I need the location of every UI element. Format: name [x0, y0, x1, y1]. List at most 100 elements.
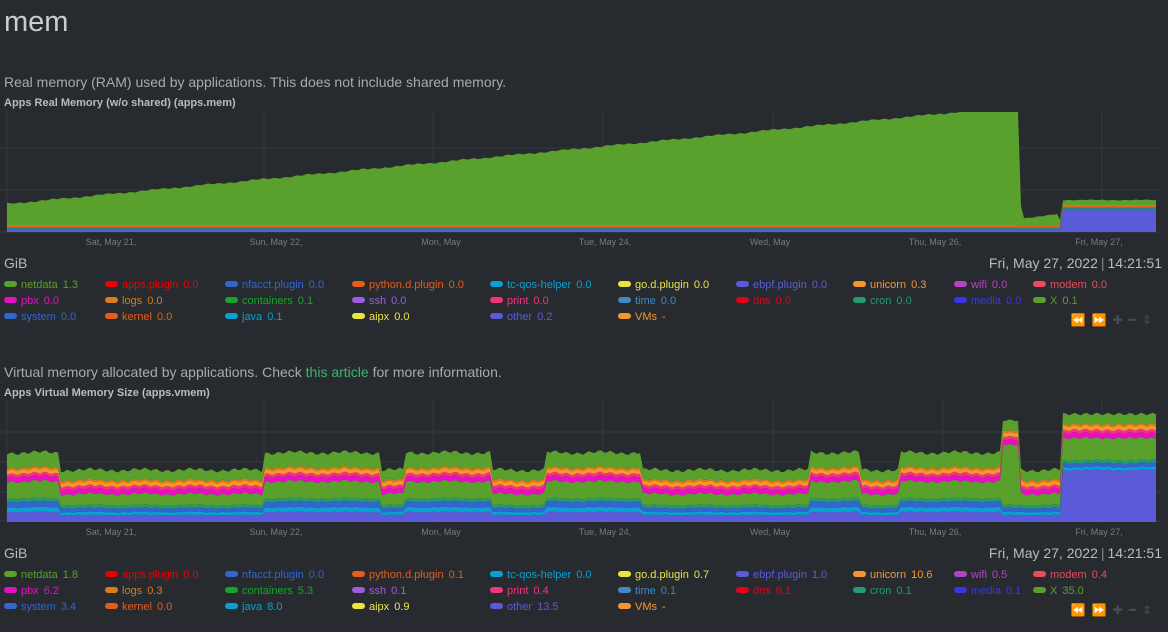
zoom-out-icon[interactable]: ━ [1128, 313, 1142, 327]
vmem-legend-item-wifi[interactable]: wifi 0.5 [954, 569, 1007, 581]
vmem-chart[interactable]: Sat, May 21, Sun, May 22, Mon, May Tue, … [0, 400, 1168, 538]
section-title: mem [4, 6, 69, 38]
ram-legend-item-ssh[interactable]: ssh 0.0 [352, 295, 406, 307]
legend-color-swatch [225, 313, 238, 319]
legend-color-swatch [618, 281, 631, 287]
ram-legend-item-apps-plugin[interactable]: apps.plugin 0.0 [105, 279, 199, 291]
zoom-in-icon[interactable]: ✚ [1112, 603, 1129, 617]
legend-name: pbx [21, 585, 39, 597]
vmem-legend-item-ssh[interactable]: ssh 0.1 [352, 585, 406, 597]
ram-legend-item-other[interactable]: other 0.2 [490, 311, 552, 323]
legend-color-swatch [352, 297, 365, 303]
ram-legend-item-media[interactable]: media 0.0 [954, 295, 1021, 307]
ram-legend-item-system[interactable]: system 0.0 [4, 311, 76, 323]
vmem-legend-item-nfacct-plugin[interactable]: nfacct.plugin 0.0 [225, 569, 324, 581]
vmem-legend-item-apps-plugin[interactable]: apps.plugin 0.0 [105, 569, 199, 581]
legend-color-swatch [954, 281, 967, 287]
vmem-legend-item-logs[interactable]: logs 0.3 [105, 585, 162, 597]
ram-legend-item-java[interactable]: java 0.1 [225, 311, 282, 323]
ram-legend-item-go-d-plugin[interactable]: go.d.plugin 0.0 [618, 279, 709, 291]
ram-legend-item-dns[interactable]: dns 0.0 [736, 295, 791, 307]
vmem-legend-item-vms[interactable]: VMs - [618, 601, 666, 613]
ram-legend-item-modem[interactable]: modem 0.0 [1033, 279, 1107, 291]
ram-legend-item-aipx[interactable]: aipx 0.0 [352, 311, 409, 323]
ram-legend-item-unicorn[interactable]: unicorn 0.3 [853, 279, 926, 291]
vmem-legend-item-ebpf-plugin[interactable]: ebpf.plugin 1.0 [736, 569, 827, 581]
legend-color-swatch [4, 603, 17, 609]
vmem-legend-item-python-d-plugin[interactable]: python.d.plugin 0.1 [352, 569, 464, 581]
ram-legend-item-vms[interactable]: VMs - [618, 311, 666, 323]
vmem-legend-item-tc-qos-helper[interactable]: tc-qos-helper 0.0 [490, 569, 592, 581]
zoom-in-icon[interactable]: ✚ [1112, 313, 1129, 327]
ram-timestamp: Fri, May 27, 2022 | 14:21:51 [988, 255, 1162, 271]
ram-legend-item-x[interactable]: X 0.1 [1033, 295, 1078, 307]
legend-color-swatch [105, 603, 118, 609]
ram-legend-item-containers[interactable]: containers 0.1 [225, 295, 313, 307]
vmem-area-system [7, 461, 1156, 513]
ram-legend-item-nfacct-plugin[interactable]: nfacct.plugin 0.0 [225, 279, 324, 291]
legend-name: apps.plugin [122, 279, 179, 291]
zoom-out-icon[interactable]: ━ [1128, 603, 1142, 617]
ram-legend-item-netdata[interactable]: netdata 1.3 [4, 279, 78, 291]
legend-color-swatch [105, 313, 118, 319]
legend-name: system [21, 601, 56, 613]
rewind-icon[interactable]: ⏪ [1070, 603, 1092, 617]
legend-value: 0.1 [896, 585, 912, 597]
vmem-legend-item-java[interactable]: java 8.0 [225, 601, 282, 613]
vmem-xtick: Mon, May [421, 527, 461, 537]
ram-legend-item-pbx[interactable]: pbx 0.0 [4, 295, 59, 307]
ram-legend-item-logs[interactable]: logs 0.0 [105, 295, 162, 307]
legend-color-swatch [490, 603, 503, 609]
vmem-legend-item-dns[interactable]: dns 0.1 [736, 585, 791, 597]
legend-color-swatch [352, 603, 365, 609]
legend-value: 0.0 [576, 279, 592, 291]
vmem-legend-item-netdata[interactable]: netdata 1.8 [4, 569, 78, 581]
ram-xtick: Mon, May [421, 237, 461, 247]
article-link[interactable]: this article [305, 364, 369, 380]
legend-name: VMs [635, 601, 657, 613]
legend-value: 0.4 [533, 585, 549, 597]
vmem-legend-item-unicorn[interactable]: unicorn 10.6 [853, 569, 933, 581]
vmem-legend-item-time[interactable]: time 0.1 [618, 585, 676, 597]
legend-name: VMs [635, 311, 657, 323]
legend-color-swatch [853, 587, 866, 593]
resize-icon[interactable]: ⇕ [1141, 313, 1158, 327]
legend-name: other [507, 311, 533, 323]
legend-name: go.d.plugin [635, 569, 689, 581]
ram-legend-item-tc-qos-helper[interactable]: tc-qos-helper 0.0 [490, 279, 592, 291]
fast-forward-icon[interactable]: ⏩ [1091, 313, 1113, 327]
legend-value: 0.0 [183, 569, 199, 581]
vmem-xtick: Fri, May 27, [1075, 527, 1123, 537]
ram-legend-item-ebpf-plugin[interactable]: ebpf.plugin 0.0 [736, 279, 827, 291]
ram-chart[interactable]: Sat, May 21, Sun, May 22, Mon, May Tue, … [0, 110, 1168, 248]
legend-color-swatch [105, 281, 118, 287]
vmem-legend-item-go-d-plugin[interactable]: go.d.plugin 0.7 [618, 569, 709, 581]
vmem-legend-item-containers[interactable]: containers 5.3 [225, 585, 313, 597]
legend-name: java [242, 601, 263, 613]
vmem-legend-item-aipx[interactable]: aipx 0.9 [352, 601, 409, 613]
vmem-legend-item-kernel[interactable]: kernel 0.0 [105, 601, 172, 613]
ram-legend-item-python-d-plugin[interactable]: python.d.plugin 0.0 [352, 279, 464, 291]
ram-legend-item-print[interactable]: print 0.0 [490, 295, 549, 307]
vmem-legend-item-modem[interactable]: modem 0.4 [1033, 569, 1107, 581]
legend-name: dns [753, 585, 771, 597]
fast-forward-icon[interactable]: ⏩ [1091, 603, 1113, 617]
vmem-legend-item-system[interactable]: system 3.4 [4, 601, 76, 613]
vmem-area-unicorn [7, 424, 1156, 488]
vmem-legend-item-pbx[interactable]: pbx 6.2 [4, 585, 59, 597]
vmem-legend-item-other[interactable]: other 13.5 [490, 601, 559, 613]
vmem-legend-item-print[interactable]: print 0.4 [490, 585, 549, 597]
vmem-legend-item-cron[interactable]: cron 0.1 [853, 585, 912, 597]
legend-color-swatch [490, 281, 503, 287]
vmem-legend-item-media[interactable]: media 0.1 [954, 585, 1021, 597]
ram-legend-item-wifi[interactable]: wifi 0.0 [954, 279, 1007, 291]
legend-color-swatch [490, 571, 503, 577]
ram-legend-item-kernel[interactable]: kernel 0.0 [105, 311, 172, 323]
resize-icon[interactable]: ⇕ [1141, 603, 1158, 617]
ram-legend-item-cron[interactable]: cron 0.0 [853, 295, 912, 307]
ram-legend-item-time[interactable]: time 0.0 [618, 295, 676, 307]
vmem-legend-item-x[interactable]: X 35.0 [1033, 585, 1084, 597]
rewind-icon[interactable]: ⏪ [1070, 313, 1092, 327]
legend-color-swatch [352, 313, 365, 319]
legend-name: netdata [21, 279, 58, 291]
